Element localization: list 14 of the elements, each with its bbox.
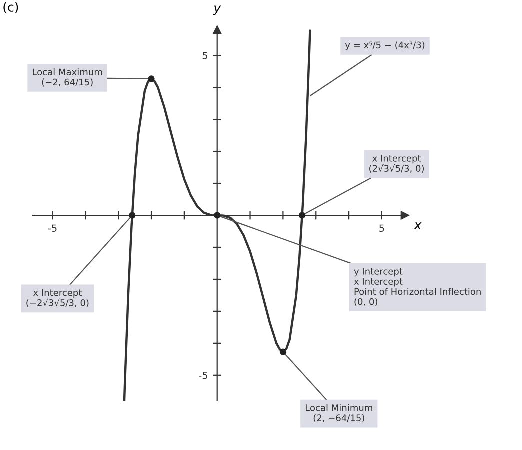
annotation: Local Maximum (−2, 64/15)	[33, 68, 102, 87]
point	[298, 212, 306, 219]
x-axis-title: x	[414, 222, 422, 230]
point	[129, 212, 136, 219]
annotation: Local Minimum (2, −64/15)	[306, 404, 372, 423]
point	[214, 212, 221, 219]
chart-title: (c)	[4, 2, 18, 14]
annotation: y Intercept x Intercept Point of Horizontal Inflection (0, 0)	[354, 268, 481, 306]
annotation: x Intercept (−2√3√5/3, 0)	[26, 290, 89, 308]
point	[280, 348, 286, 356]
annotation: x Intercept (2√3√5/3, 0)	[370, 155, 424, 174]
point	[148, 76, 155, 82]
annotation: y = x⁵/5 − (4x³/3)	[345, 42, 425, 50]
y-axis-title: y	[213, 6, 222, 16]
